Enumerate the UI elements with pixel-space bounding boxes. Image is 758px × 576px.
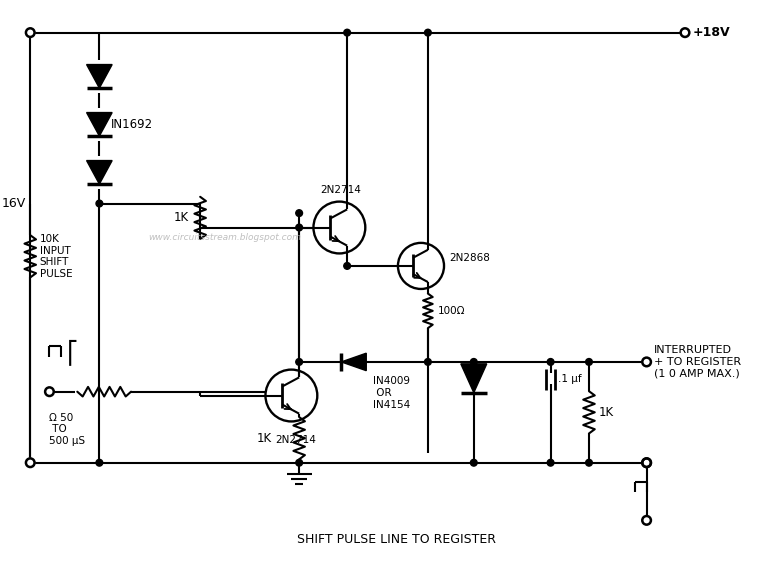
Text: 16V: 16V xyxy=(2,197,27,210)
Text: www.circuitsstream.blogspot.com: www.circuitsstream.blogspot.com xyxy=(148,233,301,241)
Text: SHIFT PULSE LINE TO REGISTER: SHIFT PULSE LINE TO REGISTER xyxy=(297,533,496,546)
Circle shape xyxy=(45,388,54,396)
Text: 10K
INPUT
SHIFT
PULSE: 10K INPUT SHIFT PULSE xyxy=(40,234,73,279)
Circle shape xyxy=(26,458,35,467)
Polygon shape xyxy=(341,353,366,371)
Circle shape xyxy=(547,460,554,466)
Circle shape xyxy=(424,359,431,365)
Circle shape xyxy=(344,263,350,269)
Circle shape xyxy=(96,460,103,466)
Polygon shape xyxy=(461,364,487,393)
Text: 1K: 1K xyxy=(174,211,189,225)
Text: 2N2868: 2N2868 xyxy=(449,253,490,263)
Polygon shape xyxy=(86,65,112,88)
Circle shape xyxy=(296,460,302,466)
Circle shape xyxy=(586,460,592,466)
Text: 2N2714: 2N2714 xyxy=(276,435,317,445)
Circle shape xyxy=(642,516,651,525)
Circle shape xyxy=(96,200,103,207)
Text: .1 μf: .1 μf xyxy=(559,374,582,384)
Circle shape xyxy=(26,28,35,37)
Text: INTERRUPTED
+ TO REGISTER
(1 0 AMP MAX.): INTERRUPTED + TO REGISTER (1 0 AMP MAX.) xyxy=(654,346,741,378)
Circle shape xyxy=(296,210,302,217)
Text: +18V: +18V xyxy=(693,26,730,39)
Circle shape xyxy=(424,29,431,36)
Circle shape xyxy=(471,359,477,365)
Circle shape xyxy=(344,29,350,36)
Text: 1K: 1K xyxy=(599,406,614,419)
Circle shape xyxy=(296,224,302,231)
Text: 1K: 1K xyxy=(257,431,272,445)
Text: IN1692: IN1692 xyxy=(111,118,153,131)
Text: IN4009
 OR
IN4154: IN4009 OR IN4154 xyxy=(373,376,410,410)
Text: 2N2714: 2N2714 xyxy=(320,185,361,195)
Polygon shape xyxy=(86,161,112,184)
Circle shape xyxy=(547,359,554,365)
Polygon shape xyxy=(86,112,112,136)
Text: 100Ω: 100Ω xyxy=(437,306,465,316)
Text: Ω 50
 TO
500 μS: Ω 50 TO 500 μS xyxy=(49,413,86,446)
Text: ⎡: ⎡ xyxy=(53,339,79,365)
Circle shape xyxy=(642,458,651,467)
Circle shape xyxy=(586,359,592,365)
Circle shape xyxy=(296,359,302,365)
Circle shape xyxy=(471,460,477,466)
Circle shape xyxy=(642,458,651,467)
Circle shape xyxy=(681,28,689,37)
Circle shape xyxy=(642,358,651,366)
